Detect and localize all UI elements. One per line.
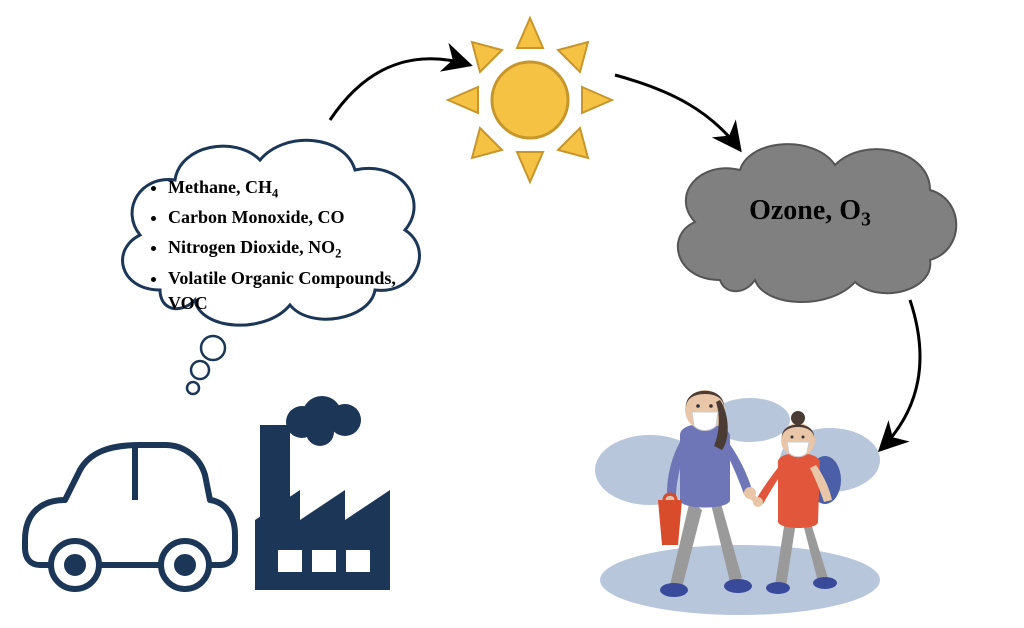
emission-item: Nitrogen Dioxide, NO2 <box>168 235 410 263</box>
emission-name: Carbon Monoxide <box>168 207 309 227</box>
emission-name: Nitrogen Dioxide <box>168 237 299 257</box>
ozone-label: Ozone, O3 <box>680 195 940 232</box>
emission-name: Methane <box>168 177 236 197</box>
emission-name: Volatile Organic Compounds <box>168 268 391 288</box>
emission-formula: VOC <box>168 293 208 313</box>
emission-formula: CO <box>318 207 345 227</box>
emission-sub: 2 <box>335 247 341 261</box>
ozone-sub: 3 <box>861 210 871 231</box>
emissions-list: Methane, CH4 Carbon Monoxide, CO Nitroge… <box>150 175 410 319</box>
factory-icon <box>255 396 390 590</box>
emission-formula: NO <box>308 237 335 257</box>
emission-sources <box>10 380 430 620</box>
emission-item: Carbon Monoxide, CO <box>168 205 410 233</box>
people-masked <box>580 350 900 620</box>
emission-sub: 4 <box>272 187 278 201</box>
emission-item: Methane, CH4 <box>168 175 410 203</box>
car-icon <box>25 445 235 589</box>
emission-formula: CH <box>245 177 272 197</box>
sun-icon <box>440 10 620 190</box>
diagram-stage: Methane, CH4 Carbon Monoxide, CO Nitroge… <box>0 0 1024 628</box>
emissions-cloud: Methane, CH4 Carbon Monoxide, CO Nitroge… <box>100 120 440 340</box>
emission-item: Volatile Organic Compounds, VOC <box>168 266 410 319</box>
ozone-text: Ozone, O <box>749 195 861 226</box>
